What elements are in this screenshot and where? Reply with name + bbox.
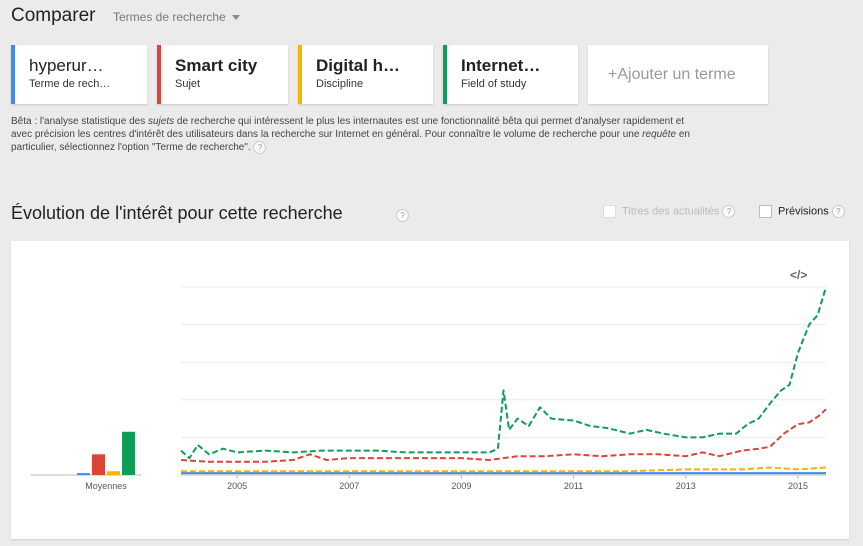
add-term-label: +Ajouter un terme: [608, 66, 736, 83]
checkbox[interactable]: [759, 205, 772, 218]
section-title: Évolution de l'intérêt pour cette recher…: [11, 203, 343, 223]
beta-emphasis: requête: [642, 129, 677, 140]
term-color-bar: [157, 45, 161, 104]
x-tick-label: 2011: [564, 481, 583, 491]
average-bar: [92, 454, 105, 475]
help-icon[interactable]: ?: [396, 209, 409, 222]
term-subtitle: Terme de rech…: [29, 78, 111, 90]
beta-text: en particulier, sélectionnez l'option "T…: [11, 129, 690, 154]
term-card-internet[interactable]: Internet… Field of study: [443, 45, 578, 104]
page-title: Comparer: [11, 5, 96, 26]
caret-down-icon: [231, 15, 240, 21]
term-subtitle: Discipline: [316, 78, 364, 90]
average-bar: [77, 473, 90, 475]
average-bar: [122, 431, 135, 475]
interest-chart-panel: Moyennes 2005 2007 2009 2011 2013 2015: [11, 241, 849, 539]
add-term-button[interactable]: +Ajouter un terme: [588, 45, 768, 104]
x-tick-label: 2015: [788, 481, 808, 491]
x-tick-label: 2013: [676, 481, 696, 491]
x-tick-label: 2007: [339, 481, 359, 491]
series-line: [180, 408, 827, 463]
x-tick-label: 2005: [227, 481, 247, 491]
term-name: Smart city: [175, 56, 258, 75]
term-card-hyperur[interactable]: hyperur… Terme de rech…: [11, 45, 147, 104]
average-bar: [107, 471, 120, 475]
beta-text: de recherche qui intéressent le plus les…: [11, 116, 685, 140]
term-color-bar: [298, 45, 302, 104]
beta-emphasis: sujets: [148, 116, 175, 127]
checkbox[interactable]: [603, 205, 616, 218]
term-color-bar: [443, 45, 447, 104]
help-icon[interactable]: ?: [831, 205, 845, 218]
term-name: Digital h…: [316, 56, 401, 75]
option-label: Titres des actualités: [622, 205, 720, 218]
term-card-smart-city[interactable]: Smart city Sujet: [157, 45, 288, 104]
news-headlines-option[interactable]: Titres des actualités ?: [603, 205, 736, 218]
x-tick-label: 2009: [451, 481, 471, 491]
dropdown-label: Termes de recherche: [113, 10, 226, 24]
term-name: Internet…: [461, 56, 541, 75]
term-subtitle: Sujet: [175, 78, 201, 90]
help-icon[interactable]: ?: [722, 205, 736, 218]
interest-chart: Moyennes 2005 2007 2009 2011 2013 2015: [31, 286, 827, 491]
term-card-digital[interactable]: Digital h… Discipline: [298, 45, 433, 104]
beta-notice: Bêta : l'analyse statistique des sujets …: [11, 115, 691, 154]
term-name: hyperur…: [29, 56, 104, 75]
series-line: [181, 466, 827, 473]
embed-code-icon[interactable]: </>: [790, 268, 808, 282]
averages-label: Moyennes: [85, 481, 127, 491]
series-line: [180, 286, 827, 460]
option-label: Prévisions: [778, 205, 829, 218]
header: Comparer Termes de recherche: [0, 0, 863, 40]
help-icon[interactable]: ?: [253, 141, 267, 154]
search-terms-dropdown[interactable]: Termes de recherche: [113, 10, 240, 24]
beta-text: Bêta : l'analyse statistique des: [11, 116, 148, 127]
forecast-option[interactable]: Prévisions ?: [759, 205, 845, 218]
term-subtitle: Field of study: [461, 78, 527, 90]
term-color-bar: [11, 45, 15, 104]
